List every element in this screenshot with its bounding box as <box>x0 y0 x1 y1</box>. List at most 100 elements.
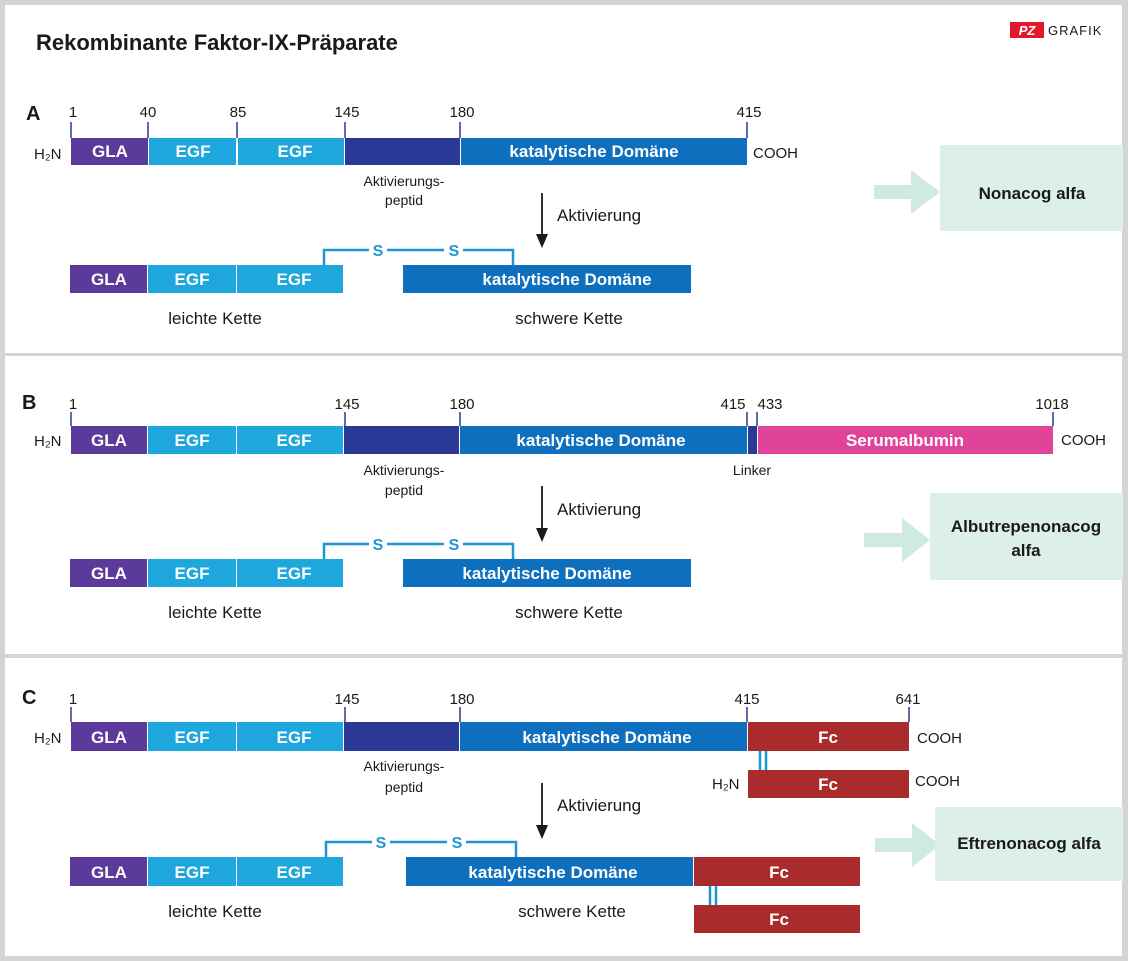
panel-b-ticks <box>70 412 1054 426</box>
activation-arrow <box>536 783 548 839</box>
egf-label: EGF <box>278 142 313 161</box>
catalytic-domain-label: katalytische Domäne <box>516 431 685 450</box>
pz-logo-box <box>1010 22 1044 38</box>
sulfur-label: S <box>376 835 387 852</box>
egf-domain-2 <box>237 265 343 293</box>
egf-label: EGF <box>175 728 210 747</box>
egf-label: EGF <box>175 431 210 450</box>
product-arrow <box>874 170 940 214</box>
catalytic-domain <box>406 857 693 886</box>
catalytic-domain <box>403 265 691 293</box>
panel-b-letter: B <box>22 392 36 414</box>
position-label: 1018 <box>1035 396 1068 413</box>
disulfide-bridge <box>322 542 515 559</box>
egf-label: EGF <box>175 863 210 882</box>
position-label: 145 <box>334 691 359 708</box>
position-label: 1 <box>69 396 77 413</box>
serumalbumin-label: Serumalbumin <box>846 431 964 450</box>
activation-peptide-label: Aktivierungs- <box>364 462 445 478</box>
egf-label: EGF <box>175 270 210 289</box>
h2n-terminus-label: H₂N <box>34 433 62 450</box>
position-label: 85 <box>230 104 247 121</box>
egf-domain-2 <box>238 138 344 165</box>
fc-label: Fc <box>818 775 838 794</box>
gla-domain <box>70 265 147 293</box>
activation-peptide-domain <box>345 138 460 165</box>
light-chain-label: leichte Kette <box>168 603 262 622</box>
catalytic-domain <box>461 138 747 165</box>
product-name: Eftrenonacog alfa <box>957 834 1101 853</box>
linker-label: Linker <box>733 462 771 478</box>
egf-domain-1 <box>148 426 236 454</box>
product-arrow <box>875 823 940 867</box>
egf-domain-1 <box>148 722 236 751</box>
page-title: Rekombinante Faktor-IX-Präparate <box>36 30 398 55</box>
gla-domain <box>71 426 147 454</box>
gla-label: GLA <box>91 863 127 882</box>
position-label: 180 <box>449 396 474 413</box>
product-box <box>935 807 1123 881</box>
activation-arrow <box>536 486 548 542</box>
h2n-terminus-label: H₂N <box>712 776 740 793</box>
position-label: 145 <box>334 396 359 413</box>
catalytic-domain-label: katalytische Domäne <box>509 142 678 161</box>
cooh-terminus-label: COOH <box>915 773 960 790</box>
egf-domain-2 <box>237 559 343 587</box>
light-chain-label: leichte Kette <box>168 309 262 328</box>
activation-label: Aktivierung <box>557 206 641 225</box>
fc-domain <box>694 857 860 886</box>
product-name: Albutrepenonacog <box>951 517 1101 536</box>
gla-domain <box>71 138 148 165</box>
catalytic-domain <box>460 722 747 751</box>
gla-label: GLA <box>91 564 127 583</box>
fc-dimer-bond <box>708 886 718 905</box>
disulfide-bridge <box>322 248 515 265</box>
cooh-terminus-label: COOH <box>1061 432 1106 449</box>
gla-label: GLA <box>92 142 128 161</box>
light-chain-label: leichte Kette <box>168 902 262 921</box>
catalytic-domain <box>403 559 691 587</box>
fc-domain <box>748 722 909 751</box>
heavy-chain-label: schwere Kette <box>518 902 626 921</box>
activation-peptide-domain <box>344 722 459 751</box>
fc-label: Fc <box>818 728 838 747</box>
fc-label: Fc <box>769 910 789 929</box>
disulfide-bridge <box>324 840 518 857</box>
gla-label: GLA <box>91 728 127 747</box>
catalytic-domain-label: katalytische Domäne <box>468 863 637 882</box>
fc-dimer-bond <box>758 751 768 770</box>
heavy-chain-label: schwere Kette <box>515 309 623 328</box>
fc-domain <box>748 770 909 798</box>
position-label: 40 <box>140 104 157 121</box>
sulfur-label: S <box>449 243 460 260</box>
catalytic-domain-label: katalytische Domäne <box>482 270 651 289</box>
catalytic-domain <box>460 426 747 454</box>
gla-domain <box>70 857 147 886</box>
product-box <box>940 145 1123 231</box>
panel-a-letter: A <box>26 103 40 125</box>
product-box <box>930 493 1123 580</box>
panel-a-background <box>5 5 1122 353</box>
sulfur-label: S <box>452 835 463 852</box>
egf-domain-1 <box>149 138 236 165</box>
position-label: 1 <box>69 691 77 708</box>
pz-grafik-logo: PZ GRAFIK <box>1010 22 1101 38</box>
egf-label: EGF <box>277 863 312 882</box>
panel-c-letter: C <box>22 687 36 709</box>
catalytic-domain-label: katalytische Domäne <box>462 564 631 583</box>
sulfur-label: S <box>373 537 384 554</box>
egf-label: EGF <box>277 728 312 747</box>
activation-peptide-label: Aktivierungs- <box>364 173 445 189</box>
h2n-terminus-label: H₂N <box>34 146 62 163</box>
activation-label: Aktivierung <box>557 500 641 519</box>
activation-peptide-label: peptid <box>385 779 423 795</box>
egf-domain-1 <box>148 857 236 886</box>
sulfur-label: S <box>373 243 384 260</box>
activation-peptide-label: peptid <box>385 482 423 498</box>
egf-domain-1 <box>148 559 236 587</box>
egf-domain-2 <box>237 426 343 454</box>
product-arrow <box>864 518 930 562</box>
position-label: 433 <box>757 396 782 413</box>
pz-logo-text: PZ <box>1019 23 1037 38</box>
position-label: 180 <box>449 104 474 121</box>
